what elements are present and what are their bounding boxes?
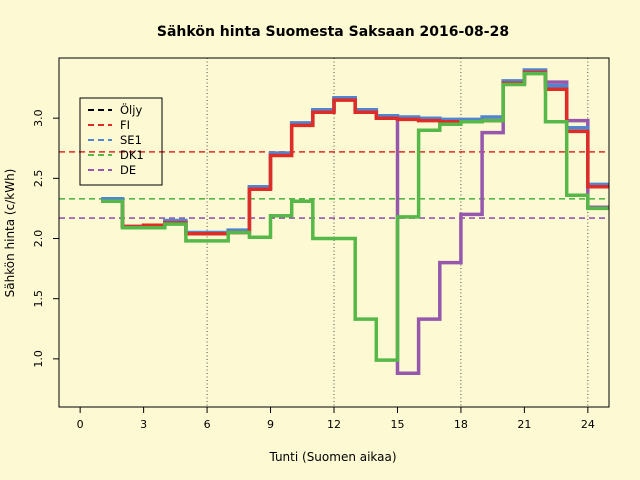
series-line-dk1 [101,71,609,362]
legend-label: Öljy [120,101,142,117]
chart-title: Sähkön hinta Suomesta Saksaan 2016-08-28 [157,24,509,40]
y-tick-label: 1.5 [32,290,45,308]
axes: 0 3 6 9 12 15 18 21 24 1.0 1.5 2.0 2.5 3.0 [32,57,610,431]
y-axis-label: Sähkön hinta (c/kWh) [3,169,17,298]
x-tick-label: 9 [267,418,274,431]
y-tick-label: 3.0 [32,109,45,127]
legend-label: DK1 [120,148,144,162]
x-tick-label: 3 [140,418,147,431]
x-tick-label: 24 [581,418,595,431]
x-tick-label: 15 [390,418,404,431]
x-tick-label: 18 [454,418,468,431]
legend-label: DE [120,163,136,177]
x-axis-label: Tunti (Suomen aikaa) [268,450,396,464]
y-tick-label: 2.5 [32,170,45,188]
legend-label: SE1 [120,133,142,147]
y-tick-label: 2.0 [32,230,45,248]
legend-box [79,97,163,186]
y-tick-label: 1.0 [32,350,45,368]
x-tick-label: 12 [327,418,341,431]
x-tick-label: 21 [517,418,531,431]
x-tick-label: 0 [77,418,84,431]
plot-area [59,58,609,407]
x-tick-label: 6 [204,418,211,431]
legend-label: FI [120,118,130,132]
